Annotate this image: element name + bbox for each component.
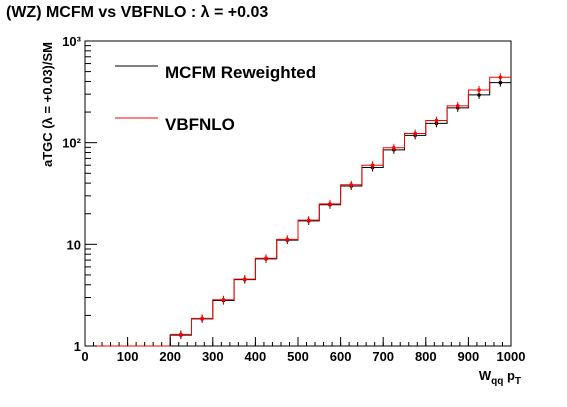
legend-label: MCFM Reweighted <box>165 63 316 82</box>
data-point <box>221 297 226 302</box>
plot-border <box>84 40 512 347</box>
x-tick-label: 0 <box>81 349 88 364</box>
data-point <box>498 75 503 80</box>
data-point <box>434 118 439 123</box>
data-point <box>392 146 396 150</box>
y-tick-label: 1 <box>74 339 81 354</box>
x-tick-label: 700 <box>372 349 394 364</box>
data-point <box>477 88 481 92</box>
data-point <box>349 183 354 187</box>
data-point <box>370 163 375 168</box>
data-point <box>477 93 481 97</box>
x-axis-label-tail-sub: T <box>515 376 521 387</box>
data-point <box>264 256 268 261</box>
x-axis-label: Wqq pT <box>479 368 521 387</box>
x-tick-label: 900 <box>458 349 480 364</box>
data-point <box>200 316 204 321</box>
data-point <box>306 218 311 222</box>
data-point <box>455 104 460 108</box>
y-tick-label: 10³ <box>62 34 81 49</box>
ticks-group: 0 100 200 300 400 500 600 700 800 900 1000 1 10 10² 10… <box>62 34 525 364</box>
x-tick-label: 300 <box>202 349 224 364</box>
x-tick-label: 800 <box>415 349 437 364</box>
data-point <box>328 202 332 206</box>
x-tick-label: 200 <box>159 349 181 364</box>
series-line-0 <box>85 82 511 347</box>
y-axis-label: aTGC (λ = +0.03)/SM <box>40 42 55 167</box>
x-axis-label-main: W <box>479 368 492 383</box>
y-tick-label: 10 <box>67 237 81 252</box>
data-point <box>413 131 417 136</box>
series-group <box>85 73 511 347</box>
series-line-1 <box>85 76 511 347</box>
legend-label: VBFNLO <box>165 115 235 134</box>
x-tick-label: 500 <box>287 349 309 364</box>
legend: MCFM Reweighted VBFNLO <box>115 63 316 134</box>
x-tick-label: 400 <box>245 349 267 364</box>
data-point <box>242 277 247 281</box>
chart-title: (WZ) MCFM vs VBFNLO : λ = +0.03 <box>6 4 269 21</box>
x-axis-label-sub: qq <box>491 376 503 387</box>
x-tick-label: 100 <box>117 349 139 364</box>
x-axis-label-tail: p <box>503 368 515 383</box>
plot-frame <box>84 40 512 347</box>
y-tick-label: 10² <box>62 136 81 151</box>
x-tick-label: 1000 <box>497 349 526 364</box>
data-point <box>285 237 290 242</box>
x-tick-label: 600 <box>330 349 352 364</box>
data-point <box>498 80 503 85</box>
data-point <box>179 332 183 337</box>
